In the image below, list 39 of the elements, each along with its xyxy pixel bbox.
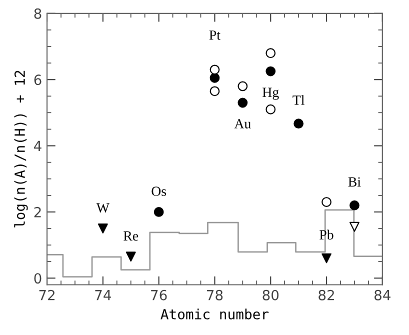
point	[350, 222, 360, 232]
annotation: Re	[124, 231, 138, 241]
x-tick-label: 76	[151, 290, 167, 300]
point	[266, 104, 276, 114]
annotation: Pt	[209, 30, 220, 40]
x-tick-label: 84	[374, 290, 390, 300]
y-tick-label: 0	[34, 273, 42, 284]
y-tick-label: 2	[34, 206, 41, 218]
x-tick-label: 72	[39, 290, 54, 300]
x-tick-label: 80	[262, 290, 279, 300]
y-tick-label: 4	[34, 140, 42, 152]
annotation: Os	[152, 186, 166, 196]
annotation: Bi	[348, 177, 361, 186]
point	[322, 253, 332, 264]
annotation: W	[96, 203, 110, 213]
point	[238, 98, 248, 108]
point	[126, 252, 136, 262]
point	[98, 224, 108, 234]
point	[294, 118, 304, 129]
point	[350, 200, 360, 210]
point	[210, 64, 220, 75]
annotation: Pb	[320, 230, 334, 240]
annotation: Tl	[292, 95, 304, 105]
annotation: Au	[234, 119, 251, 128]
point	[322, 197, 332, 207]
point	[210, 86, 220, 96]
y-axis-title: log(n(A)/n(H)) + 12	[14, 70, 28, 228]
x-tick-label: 78	[207, 290, 223, 300]
point	[238, 81, 248, 92]
point	[210, 72, 220, 83]
y-tick-label: 6	[34, 74, 42, 86]
point	[266, 66, 276, 76]
annotation: Hg	[262, 88, 279, 100]
x-tick-label: 74	[95, 290, 111, 300]
x-axis-title: Atomic number	[160, 308, 269, 320]
point	[154, 207, 164, 217]
x-tick-label: 82	[318, 290, 334, 300]
y-tick-label: 8	[34, 8, 42, 19]
point	[266, 48, 276, 58]
